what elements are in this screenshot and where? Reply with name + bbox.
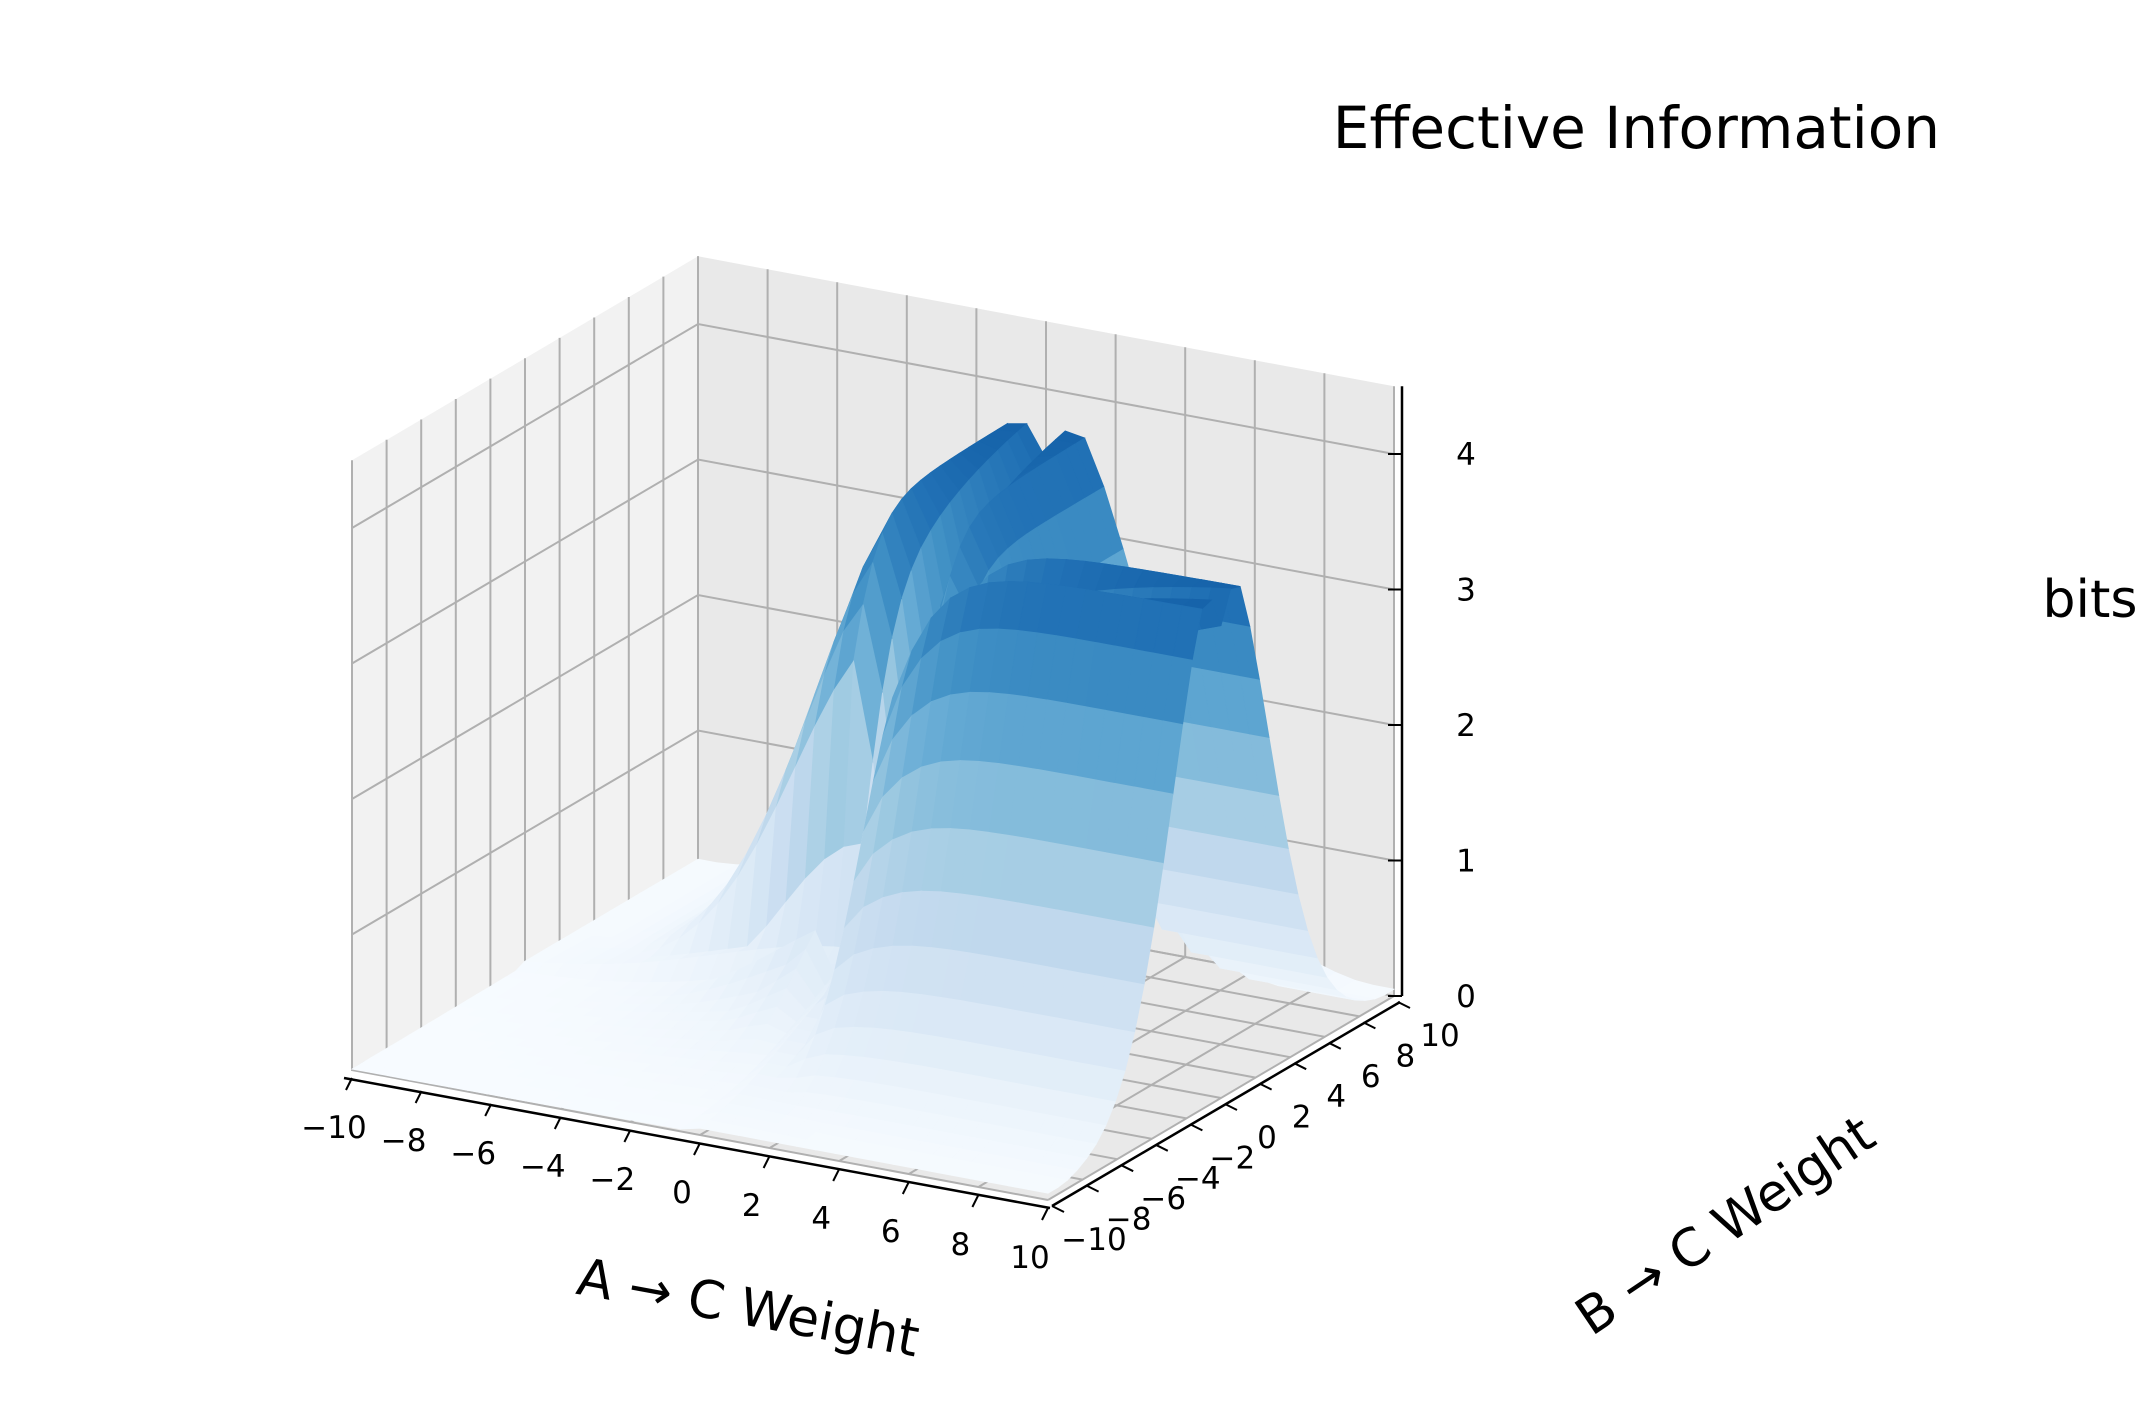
- x-tick-label: 8: [951, 1227, 971, 1263]
- x-tick-label: 6: [881, 1214, 901, 1250]
- y-tick-mark: [1120, 1164, 1134, 1173]
- x-tick-mark: [414, 1090, 423, 1104]
- y-tick-mark: [1155, 1143, 1169, 1152]
- x-tick-mark: [623, 1129, 632, 1143]
- x-tick-label: −4: [520, 1149, 566, 1185]
- x-axis-line: [343, 1076, 1051, 1210]
- y-tick-label: −6: [1140, 1181, 1186, 1217]
- x-tick-label: −2: [590, 1162, 636, 1198]
- x-axis-label: A → C Weight: [572, 1247, 923, 1369]
- z-tick-label: 3: [1456, 573, 1476, 609]
- x-tick-label: 0: [672, 1175, 692, 1211]
- surface-face: [1027, 1183, 1059, 1194]
- x-tick-label: 2: [742, 1188, 762, 1224]
- x-tick-mark: [901, 1181, 910, 1195]
- y-tick-label: −2: [1210, 1140, 1256, 1176]
- tick-labels: −10 −8 −6 −4 −2 0 2 4 6 8 10 −10−8−6−4−202468100123…: [301, 437, 1476, 1276]
- x-tick-label: −8: [381, 1123, 427, 1159]
- y-tick-mark: [1086, 1184, 1100, 1193]
- chart-title: Effective Information: [1333, 94, 1940, 162]
- z-tick-label: 2: [1456, 708, 1476, 744]
- y-tick-label: −4: [1175, 1161, 1221, 1197]
- z-axis-label: bits: [2043, 570, 2138, 630]
- z-tick-label: 4: [1456, 437, 1476, 473]
- x-tick-label: 4: [811, 1201, 831, 1237]
- x-tick-mark: [484, 1103, 493, 1117]
- y-axis-label: B → C Weight: [1565, 1104, 1886, 1347]
- x-tick-mark: [971, 1194, 980, 1208]
- x-tick-mark: [762, 1155, 771, 1169]
- x-tick-label: 10: [1010, 1240, 1049, 1276]
- x-tick-mark: [832, 1168, 841, 1182]
- y-tick-label: −10: [1061, 1222, 1126, 1258]
- y-tick-label: 8: [1396, 1038, 1416, 1074]
- x-tick-label: −6: [450, 1136, 496, 1172]
- x-tick-label: −10: [301, 1110, 366, 1146]
- x-tick-mark: [1041, 1207, 1049, 1221]
- y-tick-label: 0: [1257, 1120, 1277, 1156]
- x-tick-mark: [345, 1077, 353, 1091]
- x-tick-mark: [553, 1116, 562, 1130]
- y-tick-mark: [1259, 1082, 1273, 1091]
- y-tick-mark: [1224, 1103, 1238, 1111]
- surface-plot: [350, 422, 1396, 1194]
- y-tick-mark: [1397, 1001, 1411, 1009]
- y-tick-mark: [1051, 1205, 1065, 1213]
- grid-line-z: [351, 322, 1395, 529]
- y-tick-label: −8: [1106, 1202, 1152, 1238]
- y-tick-mark: [1328, 1041, 1342, 1050]
- y-tick-mark: [1362, 1021, 1376, 1030]
- z-tick-label: 0: [1456, 979, 1476, 1015]
- y-tick-label: 6: [1361, 1059, 1381, 1095]
- grid-line-z: [351, 458, 1395, 665]
- x-tick-mark: [693, 1142, 701, 1156]
- y-tick-mark: [1189, 1123, 1203, 1132]
- y-tick-label: 4: [1326, 1079, 1346, 1115]
- y-tick-label: 2: [1292, 1100, 1312, 1136]
- y-tick-label: 10: [1420, 1018, 1459, 1054]
- z-tick-label: 1: [1456, 844, 1476, 880]
- y-tick-mark: [1293, 1062, 1307, 1071]
